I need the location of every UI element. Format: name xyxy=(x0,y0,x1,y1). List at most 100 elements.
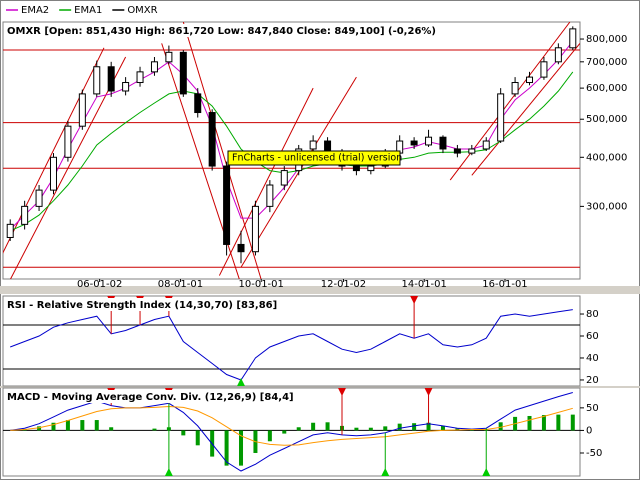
sell-signal xyxy=(424,388,433,396)
histogram-bar xyxy=(109,427,114,431)
candle-body xyxy=(468,148,476,154)
series-line xyxy=(10,405,573,446)
panel-title-bg xyxy=(5,390,296,403)
candle-body xyxy=(251,205,259,253)
x-tick-label: 08-01-01 xyxy=(158,279,203,290)
plot-content xyxy=(3,309,580,381)
candle-body xyxy=(439,136,447,150)
histogram-bar xyxy=(296,427,301,431)
histogram-bar xyxy=(195,430,200,446)
panel: 300,000 400,000 500,000 600,000 700,000 800,0… xyxy=(2,21,627,290)
histogram-bar xyxy=(426,422,431,431)
trend-line xyxy=(218,87,314,276)
histogram-bar xyxy=(383,426,388,431)
y-tick-label: 700,000 xyxy=(586,57,627,68)
histogram-bar xyxy=(181,430,186,436)
candle-body xyxy=(49,156,57,191)
legend-label: OMXR xyxy=(127,5,157,16)
histogram-bar xyxy=(282,430,287,434)
histogram-bar xyxy=(267,430,272,442)
candle-body xyxy=(179,51,187,95)
panels: 300,000 400,000 500,000 600,000 700,000 800,0… xyxy=(2,21,627,477)
histogram-bar xyxy=(224,430,229,466)
candle-body xyxy=(150,61,158,73)
candle-body xyxy=(482,140,490,150)
histogram-bar xyxy=(80,420,85,431)
histogram-bar xyxy=(368,427,373,431)
series-line xyxy=(9,71,574,232)
annotation: FnCharts - unlicensed (trial) version xyxy=(232,153,402,164)
histogram-bar xyxy=(412,423,417,431)
x-tick-label: 10-01-01 xyxy=(239,279,284,290)
legend-label: EMA1 xyxy=(74,5,102,16)
x-tick-label: 12-01-02 xyxy=(321,279,366,290)
trend-line xyxy=(9,56,127,279)
candle-body xyxy=(223,165,231,245)
trend-line xyxy=(449,22,571,181)
candle-body xyxy=(136,71,144,84)
candle-body xyxy=(107,66,115,92)
histogram-bar xyxy=(556,414,561,431)
y-tick-label: 400,000 xyxy=(586,152,627,163)
x-tick-label: 14-01-01 xyxy=(402,279,447,290)
candle-body xyxy=(21,205,29,225)
trend-line xyxy=(3,47,105,254)
candle-body xyxy=(280,170,288,186)
candle-body xyxy=(64,125,72,158)
y-tick-label: -50 xyxy=(586,448,602,459)
plot-content xyxy=(3,392,580,472)
y-tick-label: 60 xyxy=(586,331,599,342)
histogram-bar xyxy=(311,422,316,431)
candle-body xyxy=(425,136,433,146)
histogram-bar xyxy=(527,415,532,431)
legend-label: EMA2 xyxy=(21,5,49,16)
candle-body xyxy=(208,112,216,167)
buy-signal xyxy=(381,468,390,476)
y-tick-label: 50 xyxy=(586,403,599,414)
y-tick-label: 20 xyxy=(586,375,599,386)
buy-signal xyxy=(237,378,246,386)
candle-body xyxy=(497,93,505,142)
trend-line xyxy=(182,22,262,279)
histogram-bar xyxy=(94,420,99,431)
sell-signal xyxy=(337,388,346,396)
candle-body xyxy=(78,93,86,127)
candle-body xyxy=(165,51,173,63)
splitter[interactable] xyxy=(0,386,640,388)
candle-body xyxy=(569,28,577,49)
panel-title-bg xyxy=(5,24,438,37)
candle-body xyxy=(122,82,130,92)
candle-body xyxy=(410,140,418,146)
histogram-bar xyxy=(152,428,157,431)
candle-body xyxy=(526,76,534,84)
series-line xyxy=(10,309,573,381)
y-tick-label: 500,000 xyxy=(586,114,627,125)
plot-content xyxy=(3,22,580,279)
candle-body xyxy=(93,66,101,95)
panel: 20 40 60 80 RSI - Relative Strength Index (1… xyxy=(2,295,599,387)
candle-body xyxy=(453,148,461,154)
candle-body xyxy=(367,165,375,172)
splitter[interactable] xyxy=(0,286,640,294)
candle-body xyxy=(194,93,202,114)
histogram-bar xyxy=(498,422,503,431)
histogram-bar xyxy=(541,415,546,431)
trend-line xyxy=(471,43,580,176)
series-line xyxy=(9,40,574,230)
y-tick-label: 40 xyxy=(586,353,599,364)
panel-title: MACD - Moving Average Conv. Div. (12,26,… xyxy=(7,392,294,403)
histogram-bar xyxy=(354,427,359,431)
candle-body xyxy=(540,61,548,78)
candle-body xyxy=(554,47,562,63)
panel-title: RSI - Relative Strength Index (14,30,70)… xyxy=(7,300,277,311)
y-tick-label: 600,000 xyxy=(586,83,627,94)
panel: -50 0 50 MACD - Moving Average Conv. Div. (… xyxy=(2,387,602,477)
candle-body xyxy=(237,243,245,253)
legend: EMA2 EMA1 OMXR xyxy=(6,5,158,16)
x-tick-label: 16-01-01 xyxy=(482,279,527,290)
candle-body xyxy=(511,82,519,95)
candle-body xyxy=(6,223,14,238)
y-tick-label: 80 xyxy=(586,309,599,320)
x-tick-label: 06-01-02 xyxy=(77,279,122,290)
